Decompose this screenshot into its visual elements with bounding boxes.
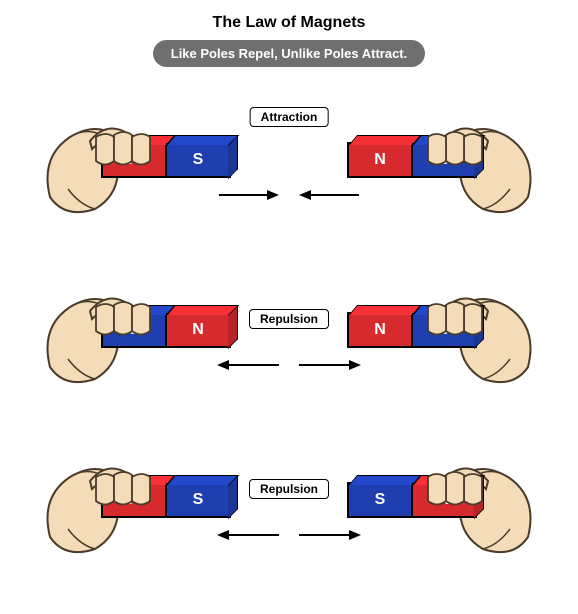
hand-right: NS (328, 87, 538, 227)
force-arrows (209, 355, 369, 375)
hand-right: SN (328, 427, 538, 567)
hand-left: SN (40, 257, 250, 397)
fingers-overlay (94, 471, 164, 511)
pole-n: N (348, 143, 412, 177)
fingers-overlay (414, 131, 484, 171)
scenario-row-0: NS NS Attraction (0, 77, 578, 237)
interaction-label: Repulsion (249, 309, 329, 329)
fingers-overlay (414, 301, 484, 341)
pole-s: S (166, 143, 230, 177)
force-arrows (209, 525, 369, 545)
page-title: The Law of Magnets (0, 14, 578, 32)
pole-n: N (166, 313, 230, 347)
interaction-label: Attraction (250, 107, 329, 127)
pole-s: S (348, 483, 412, 517)
scenario-row-1: SN NS Repulsion (0, 247, 578, 407)
fingers-overlay (94, 131, 164, 171)
subtitle-pill: Like Poles Repel, Unlike Poles Attract. (153, 40, 426, 67)
fingers-overlay (94, 301, 164, 341)
diagram-body: NS NS Attraction SN (0, 77, 578, 577)
scenario-row-2: NS SN Repulsion (0, 417, 578, 577)
force-arrows (209, 185, 369, 205)
hand-right: NS (328, 257, 538, 397)
interaction-label: Repulsion (249, 479, 329, 499)
hand-left: NS (40, 427, 250, 567)
pole-n: N (348, 313, 412, 347)
fingers-overlay (414, 471, 484, 511)
hand-left: NS (40, 87, 250, 227)
pole-s: S (166, 483, 230, 517)
